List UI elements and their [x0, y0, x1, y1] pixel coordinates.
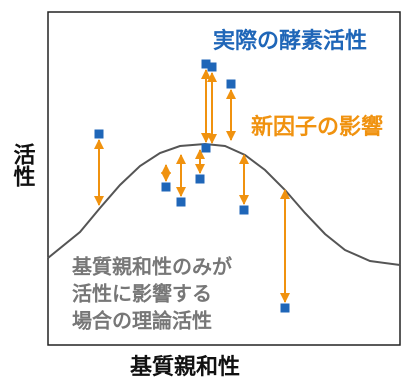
- legend-influence: 新因子の影響: [251, 114, 383, 140]
- legend-actual: 実際の酵素活性: [213, 28, 367, 54]
- actual-point: [201, 59, 211, 69]
- actual-point: [239, 205, 249, 215]
- plot-frame: [47, 11, 401, 346]
- actual-point: [195, 174, 205, 184]
- actual-point: [280, 303, 290, 313]
- actual-point: [226, 79, 236, 89]
- x-axis-label: 基質親和性: [130, 355, 240, 380]
- actual-point: [94, 129, 104, 139]
- theory-annotation: 場合の理論活性: [72, 309, 212, 333]
- actual-point: [201, 143, 211, 153]
- theory-annotation: 活性に影響する: [72, 282, 212, 306]
- actual-point: [207, 62, 217, 72]
- theory-curve: [47, 142, 401, 266]
- actual-point: [161, 182, 171, 192]
- y-axis-label: 活性: [10, 143, 36, 187]
- theory-annotation: 基質親和性のみが: [72, 255, 232, 279]
- actual-point: [176, 197, 186, 207]
